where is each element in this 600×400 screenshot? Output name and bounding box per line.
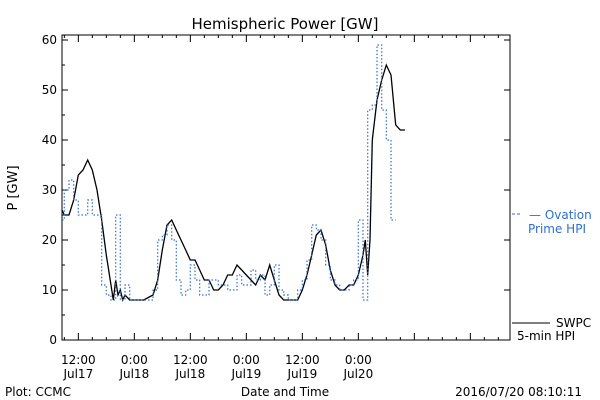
x-tick-label-date-5: Jul20 [342,367,373,381]
plot-frame [61,34,511,341]
y-tick-label-3: 30 [42,183,57,197]
chart-title: Hemispheric Power [GW] [192,15,379,33]
footer-credit: Plot: CCMC [5,385,71,399]
legend-swpc-label-2: 5-min HPI [517,329,575,343]
x-axis-label: Date and Time [241,385,329,399]
x-tick-label-time-1: 0:00 [121,353,148,367]
legend-swpc-label-1: SWPC [556,316,591,330]
y-axis-label: P [GW] [6,165,21,210]
x-tick-label-time-4: 12:00 [285,353,320,367]
footer-timestamp: 2016/07/20 08:10:11 [455,385,582,399]
x-tick-label-time-5: 0:00 [345,353,372,367]
x-tick-label-time-3: 0:00 [233,353,260,367]
y-tick-label-1: 10 [42,283,57,297]
x-tick-label-date-4: Jul19 [286,367,317,381]
legend-ovation-label-1: — Ovation [529,208,592,222]
y-tick-label-0: 0 [49,333,57,347]
y-tick-label-5: 50 [42,83,57,97]
series-line-0 [61,63,405,302]
x-tick-label-time-2: 12:00 [173,353,208,367]
x-tick-label-time-0: 12:00 [61,353,96,367]
x-tick-label-date-3: Jul19 [230,367,261,381]
y-tick-label-2: 20 [42,233,57,247]
y-tick-label-4: 40 [42,133,57,147]
x-tick-label-date-0: Jul17 [62,367,93,381]
y-tick-label-6: 60 [42,33,57,47]
legend-ovation-label-2: Prime HPI [528,222,586,236]
x-tick-label-date-2: Jul18 [174,367,205,381]
x-tick-label-date-1: Jul18 [118,367,149,381]
series-line-1 [62,44,396,301]
plot-area: 010203040506012:00Jul170:00Jul1812:00Jul… [42,33,592,381]
